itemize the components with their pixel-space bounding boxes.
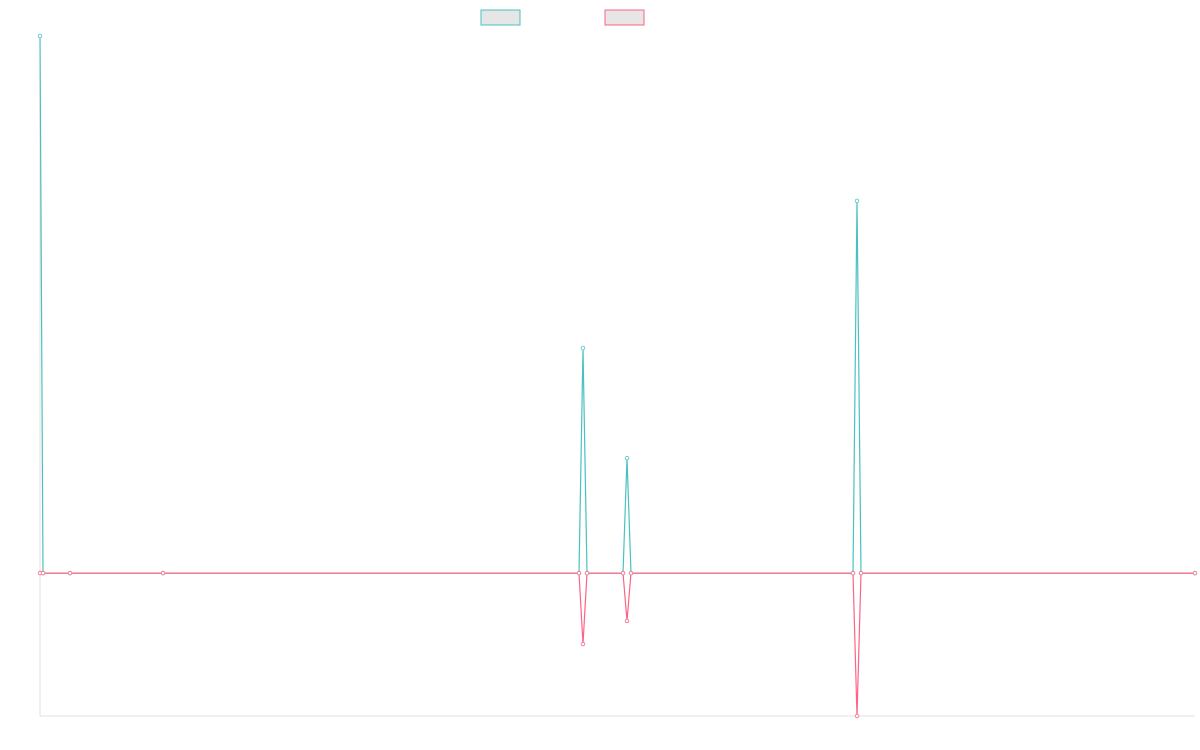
data-point [620, 570, 626, 576]
data-point [40, 570, 46, 576]
data-point [628, 570, 634, 576]
data-point [580, 641, 586, 647]
data-point [67, 570, 73, 576]
data-point [584, 570, 590, 576]
series-line [40, 572, 1195, 717]
series-line [39, 35, 1195, 574]
data-point [37, 33, 43, 39]
data-point [624, 455, 630, 461]
data-point [1192, 570, 1198, 576]
legend-swatch [604, 9, 645, 26]
data-point [580, 345, 586, 351]
data-point [850, 570, 856, 576]
data-point [624, 618, 630, 624]
data-point [854, 198, 860, 204]
data-point [160, 570, 166, 576]
legend-swatch [480, 9, 521, 26]
data-point [576, 570, 582, 576]
data-point [858, 570, 864, 576]
data-point [854, 713, 860, 719]
